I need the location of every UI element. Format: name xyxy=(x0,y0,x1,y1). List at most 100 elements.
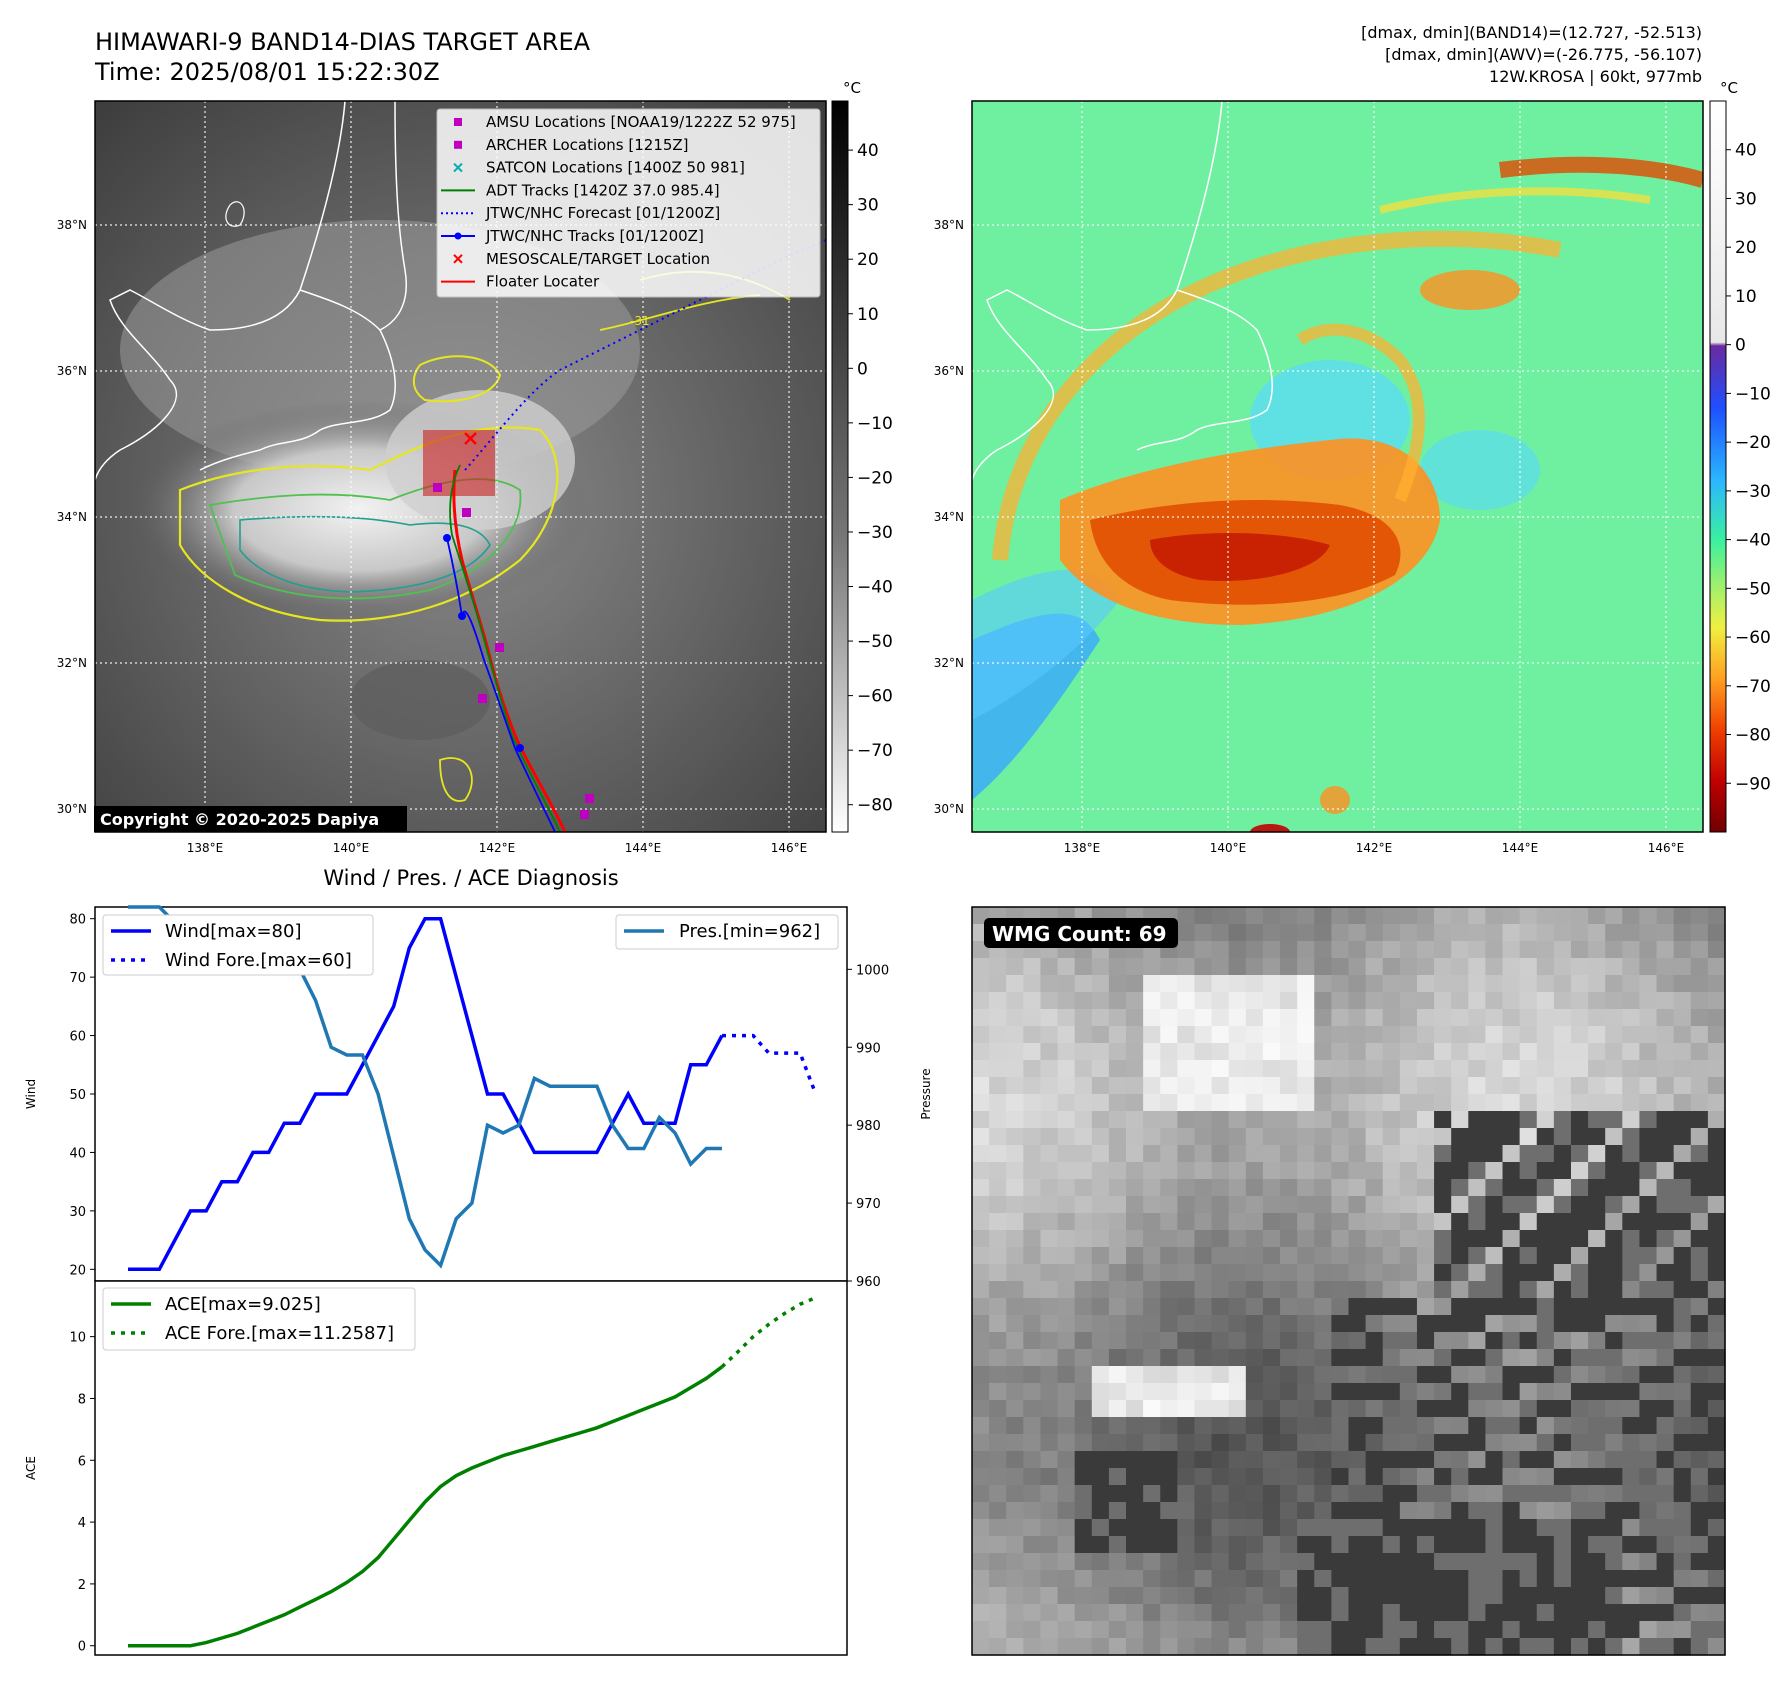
wmg-cell xyxy=(1331,1281,1350,1299)
wmg-cell xyxy=(1074,1587,1093,1605)
wmg-cell xyxy=(1143,992,1161,1010)
wmg-cell xyxy=(1399,1111,1418,1129)
wmg-cell xyxy=(1040,1094,1059,1112)
wmg-cell xyxy=(989,1026,1007,1044)
wmg-cell xyxy=(1108,1213,1127,1231)
wmg-cell xyxy=(1177,1570,1196,1588)
wmg-cell xyxy=(1091,1179,1110,1197)
wmg-cell xyxy=(1553,1519,1572,1537)
wmg-cell xyxy=(989,1298,1007,1316)
wmg-cell xyxy=(1519,1315,1538,1333)
wmg-cell xyxy=(1057,975,1076,993)
wmg-cell xyxy=(1451,1587,1469,1605)
wmg-cell xyxy=(1108,1060,1127,1078)
wmg-cell xyxy=(1416,1332,1435,1350)
pressure-tick-label: 980 xyxy=(856,1119,881,1134)
wmg-cell xyxy=(989,1145,1007,1163)
adt-track xyxy=(449,464,561,832)
wmg-frame xyxy=(971,906,1726,1656)
wmg-cell xyxy=(1108,1417,1127,1435)
wmg-cell xyxy=(1639,1060,1658,1078)
wmg-cell xyxy=(1536,1468,1555,1486)
wmg-cell xyxy=(1622,975,1641,993)
green-contour xyxy=(208,478,522,600)
wmg-cell xyxy=(972,1570,990,1588)
wmg-cell xyxy=(1160,1621,1178,1639)
wmg-cell xyxy=(1690,1468,1709,1486)
wmg-cell xyxy=(1690,1162,1709,1180)
wmg-cell xyxy=(1006,1400,1024,1418)
svg-text:36°N: 36°N xyxy=(57,364,87,378)
colorbar-tick-label: 40 xyxy=(857,141,879,161)
wmg-cell xyxy=(1143,1026,1161,1044)
wmg-cell xyxy=(1588,1366,1606,1384)
wmg-cell xyxy=(1143,1043,1161,1061)
wmg-cell xyxy=(1160,1196,1178,1214)
wmg-cell xyxy=(1468,1043,1487,1061)
wmg-cell xyxy=(1553,1298,1572,1316)
wmg-cell xyxy=(1143,1417,1161,1435)
wmg-cell xyxy=(989,1315,1007,1333)
wmg-cell xyxy=(1485,1009,1504,1027)
wmg-cell xyxy=(1434,941,1452,959)
wmg-cell xyxy=(1194,1502,1213,1520)
wmg-cell xyxy=(1553,1145,1572,1163)
wmg-cell xyxy=(1536,1638,1555,1656)
wmg-cell xyxy=(1485,907,1504,925)
wmg-cell xyxy=(1519,1485,1538,1503)
wmg-cell xyxy=(1519,1128,1538,1146)
svg-text:34°N: 34°N xyxy=(934,510,964,524)
wmg-cell xyxy=(1570,1587,1589,1605)
wmg-cell xyxy=(1262,1604,1281,1622)
wmg-cell xyxy=(1177,1502,1196,1520)
wmg-cell xyxy=(1656,1094,1675,1112)
legend-ace-forecast: ACE Fore.[max=11.2587] xyxy=(165,1323,394,1344)
wmg-cell xyxy=(1468,1587,1487,1605)
wmg-cell xyxy=(1211,1094,1230,1112)
wmg-cell xyxy=(1348,1587,1367,1605)
wmg-cell xyxy=(1245,1264,1264,1282)
wmg-cell xyxy=(1280,1451,1298,1469)
wmg-cell xyxy=(1314,1485,1332,1503)
wmg-cell xyxy=(1331,1026,1350,1044)
wind-tick-label: 50 xyxy=(69,1088,86,1103)
wmg-cell xyxy=(1006,1349,1024,1367)
wmg-cell xyxy=(1177,1434,1196,1452)
wmg-cell xyxy=(1074,1264,1093,1282)
wmg-cell xyxy=(1314,1264,1332,1282)
wmg-cell xyxy=(1057,1315,1076,1333)
wmg-cell xyxy=(1057,1179,1076,1197)
wmg-cell xyxy=(1023,1179,1042,1197)
wmg-cell xyxy=(1211,1536,1230,1554)
wmg-cell xyxy=(1605,1366,1623,1384)
wmg-cell xyxy=(1245,1111,1264,1129)
wmg-cell xyxy=(1074,1298,1093,1316)
wmg-cell xyxy=(1040,1451,1059,1469)
legend-pressure: Pres.[min=962] xyxy=(679,921,820,942)
wmg-cell xyxy=(1023,1281,1042,1299)
wmg-cell xyxy=(1006,1179,1024,1197)
wmg-cell xyxy=(1434,1043,1452,1061)
wmg-cell xyxy=(1707,1434,1726,1452)
wmg-cell xyxy=(1023,958,1042,976)
wmg-cell xyxy=(1331,1519,1350,1537)
wmg-cell xyxy=(1399,1043,1418,1061)
wmg-cell xyxy=(1348,1026,1367,1044)
wmg-cell xyxy=(1570,1264,1589,1282)
wmg-cell xyxy=(1211,1332,1230,1350)
wmg-cell xyxy=(1348,1077,1367,1095)
wmg-cell xyxy=(1006,1060,1024,1078)
wmg-cell xyxy=(989,958,1007,976)
wmg-cell xyxy=(989,1060,1007,1078)
colorbar-tick-label: 20 xyxy=(1735,238,1757,258)
wmg-cell xyxy=(1057,1128,1076,1146)
wmg-cell xyxy=(1262,1332,1281,1350)
wmg-cell xyxy=(1006,1298,1024,1316)
wmg-cell xyxy=(1399,1417,1418,1435)
wmg-cell xyxy=(1143,1315,1161,1333)
wmg-cell xyxy=(1228,907,1247,925)
wmg-cell xyxy=(1348,1468,1367,1486)
wmg-cell xyxy=(1690,1196,1709,1214)
wmg-cell xyxy=(1245,1638,1264,1656)
wmg-cell xyxy=(1416,1298,1435,1316)
